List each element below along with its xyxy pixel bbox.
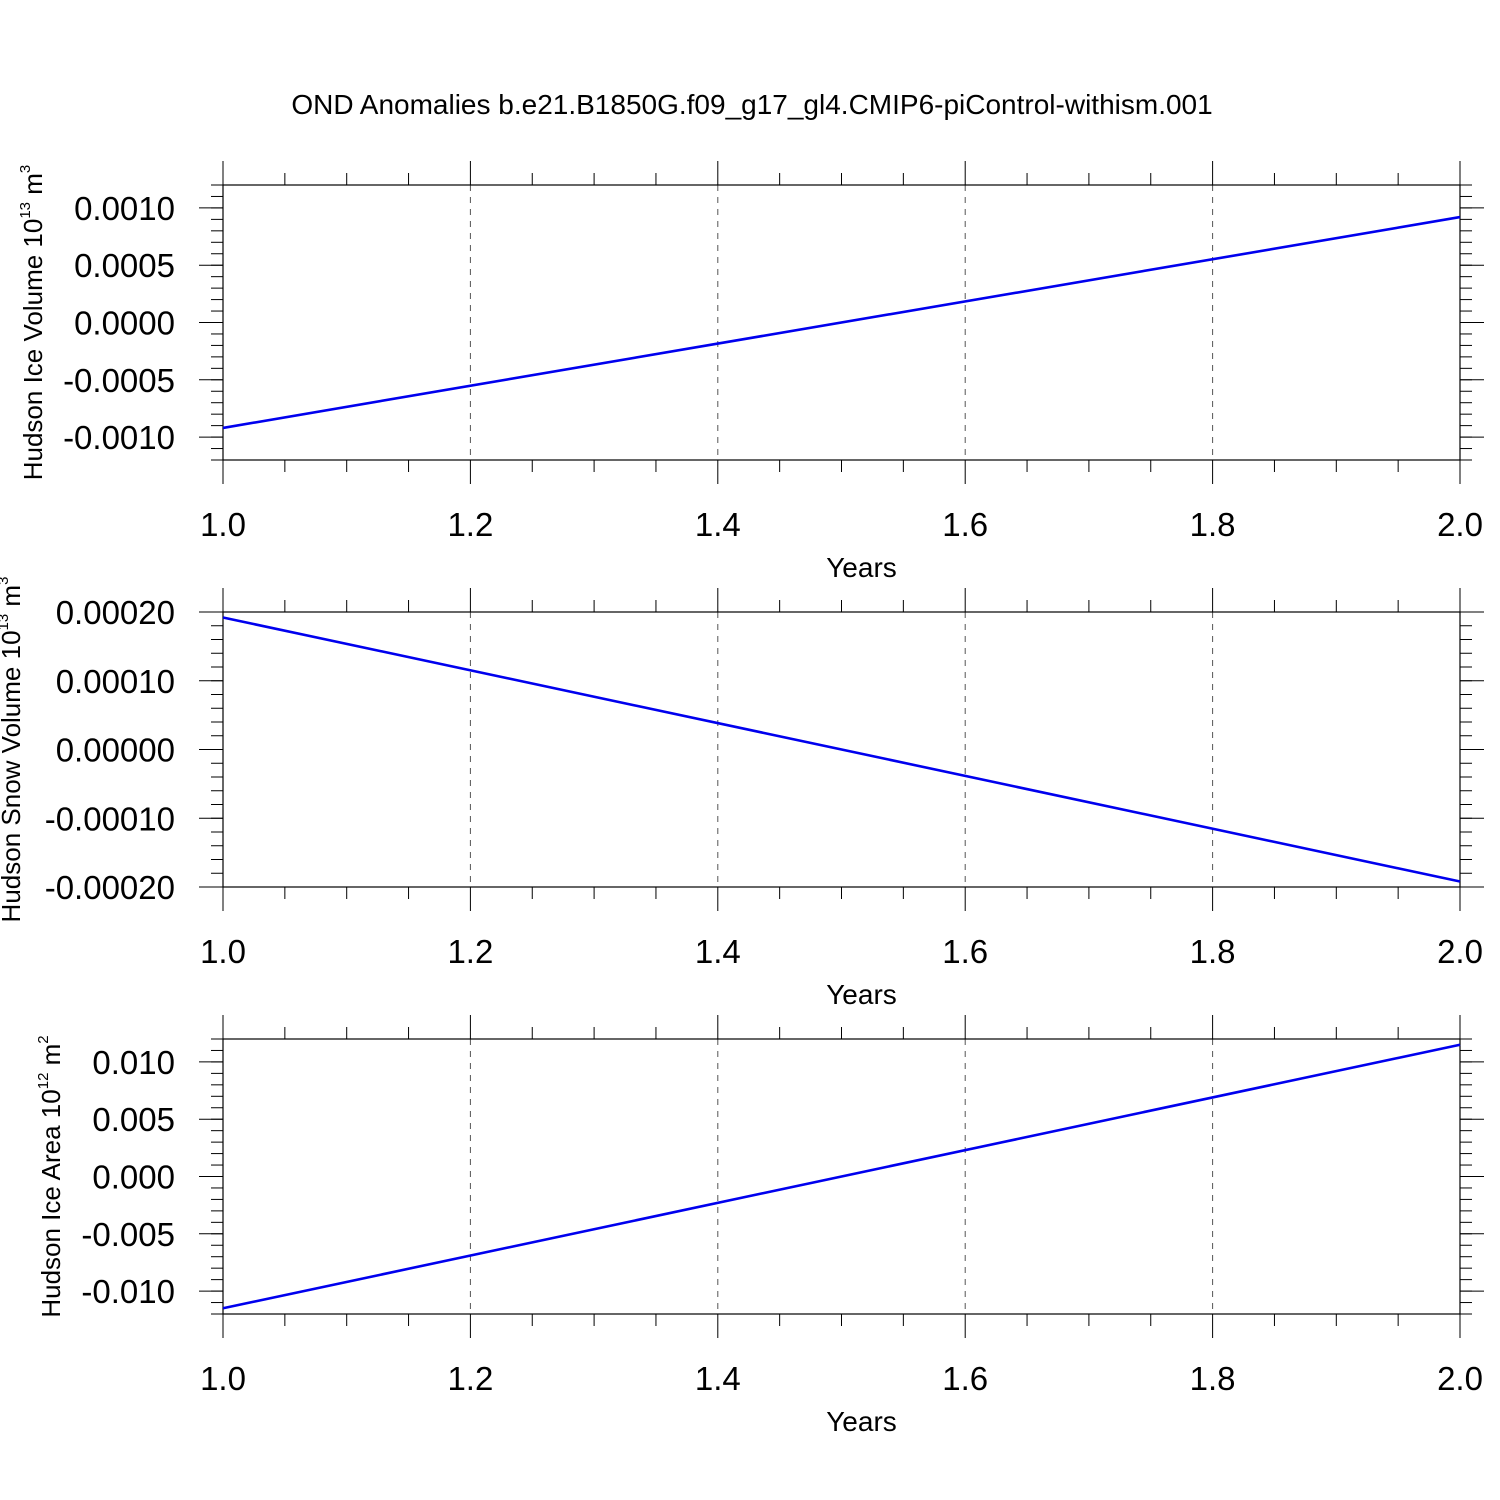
- y-axis-label: Hudson Ice Volume 1013 m3: [17, 165, 48, 481]
- y-tick-label: 0.0010: [74, 190, 175, 227]
- y-tick-label: -0.0010: [63, 419, 175, 456]
- y-tick-label: 0.0005: [74, 247, 175, 284]
- x-tick-label: 1.8: [1190, 933, 1236, 970]
- x-tick-label: 1.4: [695, 506, 741, 543]
- y-tick-label: -0.010: [81, 1273, 175, 1310]
- x-tick-label: 1.6: [942, 1360, 988, 1397]
- y-tick-label: -0.0005: [63, 362, 175, 399]
- y-tick-label: -0.00020: [45, 869, 175, 906]
- y-tick-label: 0.00020: [56, 594, 175, 631]
- x-tick-label: 1.8: [1190, 1360, 1236, 1397]
- x-tick-label: 1.8: [1190, 506, 1236, 543]
- x-tick-label: 1.4: [695, 1360, 741, 1397]
- y-axis-label: Hudson Snow Volume 1013 m3: [0, 577, 26, 923]
- y-tick-label: 0.00010: [56, 663, 175, 700]
- y-tick-label: 0.005: [92, 1101, 175, 1138]
- x-tick-label: 1.6: [942, 506, 988, 543]
- x-tick-label: 1.0: [200, 933, 246, 970]
- panels: 1.0 1.2 1.4 1.6 1.8 2.0 0.0010 0.0005 0.0000 -0.0…: [0, 161, 1484, 1437]
- x-tick-label: 2.0: [1437, 1360, 1483, 1397]
- y-tick-label: -0.005: [81, 1216, 175, 1253]
- y-tick-label: 0.00000: [56, 732, 175, 769]
- panel-1: 1.0 1.2 1.4 1.6 1.8 2.0 0.0010 0.0005 0.0000 -0.0…: [17, 161, 1484, 583]
- x-axis-label: Years: [826, 1406, 897, 1437]
- series-line: [222, 215, 1461, 430]
- x-axis-label: Years: [826, 979, 897, 1010]
- x-tick-label: 1.0: [200, 506, 246, 543]
- x-tick-label: 1.2: [447, 933, 493, 970]
- x-tick-label: 1.4: [695, 933, 741, 970]
- panel-3: 1.0 1.2 1.4 1.6 1.8 2.0 0.010 0.005 0.000 -0.005 -…: [35, 1015, 1484, 1437]
- chart-title: OND Anomalies b.e21.B1850G.f09_g17_gl4.C…: [291, 89, 1212, 120]
- y-tick-label: 0.010: [92, 1044, 175, 1081]
- y-tick-label: 0.000: [92, 1159, 175, 1196]
- series-line: [222, 616, 1461, 883]
- y-tick-label: -0.00010: [45, 800, 175, 837]
- series-line: [222, 1043, 1461, 1310]
- x-tick-label: 1.2: [447, 506, 493, 543]
- x-tick-label: 2.0: [1437, 933, 1483, 970]
- y-tick-label: 0.0000: [74, 305, 175, 342]
- x-tick-label: 2.0: [1437, 506, 1483, 543]
- x-tick-label: 1.0: [200, 1360, 246, 1397]
- x-tick-label: 1.2: [447, 1360, 493, 1397]
- x-axis-label: Years: [826, 552, 897, 583]
- x-tick-label: 1.6: [942, 933, 988, 970]
- y-axis-label: Hudson Ice Area 1012 m2: [35, 1035, 66, 1317]
- panel-2: 1.0 1.2 1.4 1.6 1.8 2.0 0.00020 0.00010 0.00000 -…: [0, 577, 1484, 1010]
